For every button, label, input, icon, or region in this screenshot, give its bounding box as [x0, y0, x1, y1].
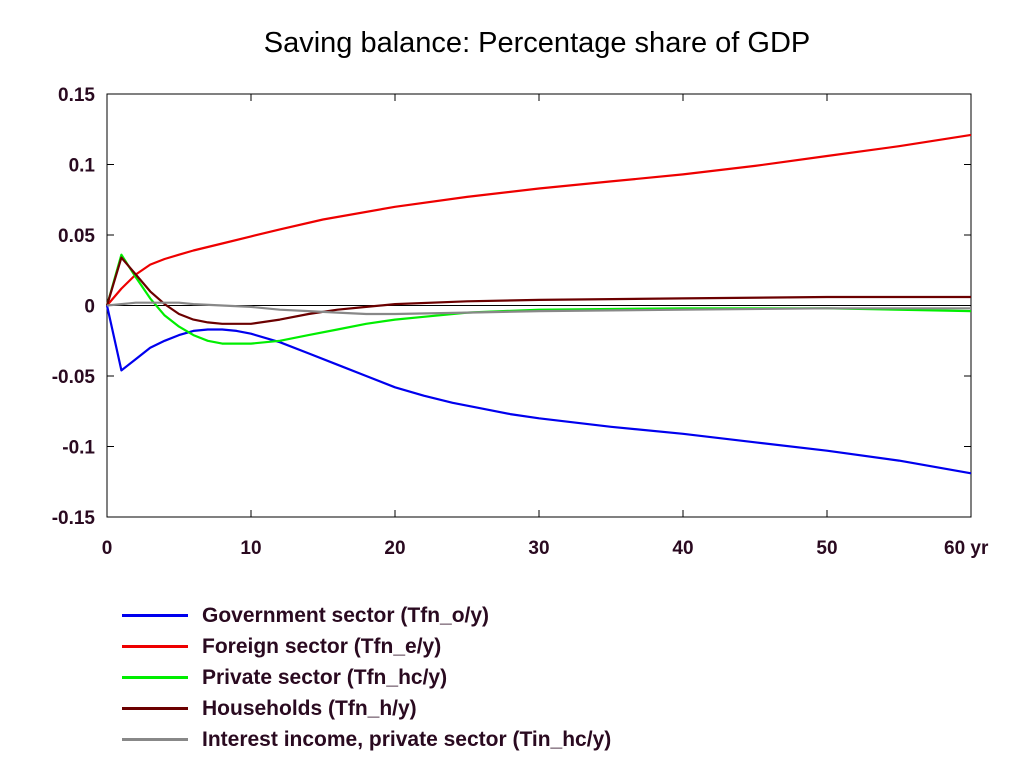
series-line-4	[105, 256, 971, 325]
series-line-1	[105, 305, 972, 475]
chart-title: Saving balance: Percentage share of GDP	[264, 27, 811, 59]
x-tick-label: 30	[528, 538, 549, 559]
x-tick-label: 10	[240, 538, 261, 559]
series-line-2	[106, 133, 972, 307]
legend-item: Interest income, private sector (Tin_hc/…	[122, 724, 722, 755]
x-tick-label: 0	[102, 538, 113, 559]
legend: Government sector (Tfn_o/y) Foreign secto…	[122, 600, 722, 755]
legend-swatch	[122, 676, 188, 679]
y-tick-label: 0.1	[69, 156, 96, 177]
legend-item: Government sector (Tfn_o/y)	[122, 600, 722, 631]
x-tick-label: 20	[384, 538, 405, 559]
y-tick-label: -0.1	[62, 438, 95, 459]
legend-item: Private sector (Tfn_hc/y)	[122, 662, 722, 693]
x-tick-label: 40	[672, 538, 693, 559]
legend-label: Foreign sector (Tfn_e/y)	[202, 634, 442, 658]
y-tick-label: 0.05	[58, 226, 95, 247]
y-tick-label: 0	[84, 297, 95, 318]
x-tick-label: 60 yr	[944, 538, 989, 559]
series-line-5	[106, 301, 971, 316]
legend-swatch	[122, 614, 188, 617]
y-tick-label: -0.05	[52, 367, 96, 388]
legend-label: Government sector (Tfn_o/y)	[202, 603, 490, 627]
legend-item: Households (Tfn_h/y)	[122, 693, 722, 724]
legend-label: Households (Tfn_h/y)	[202, 696, 417, 720]
x-tick-label: 50	[816, 538, 837, 559]
legend-label: Private sector (Tfn_hc/y)	[202, 665, 448, 689]
legend-swatch	[122, 707, 188, 710]
chart: Saving balance: Percentage share of GDP …	[52, 27, 989, 559]
legend-label: Interest income, private sector (Tin_hc/…	[202, 727, 612, 751]
y-tick-label: 0.15	[58, 85, 95, 106]
legend-swatch	[122, 645, 188, 648]
y-tick-label: -0.15	[52, 508, 96, 529]
legend-swatch	[122, 738, 188, 741]
legend-item: Foreign sector (Tfn_e/y)	[122, 631, 722, 662]
